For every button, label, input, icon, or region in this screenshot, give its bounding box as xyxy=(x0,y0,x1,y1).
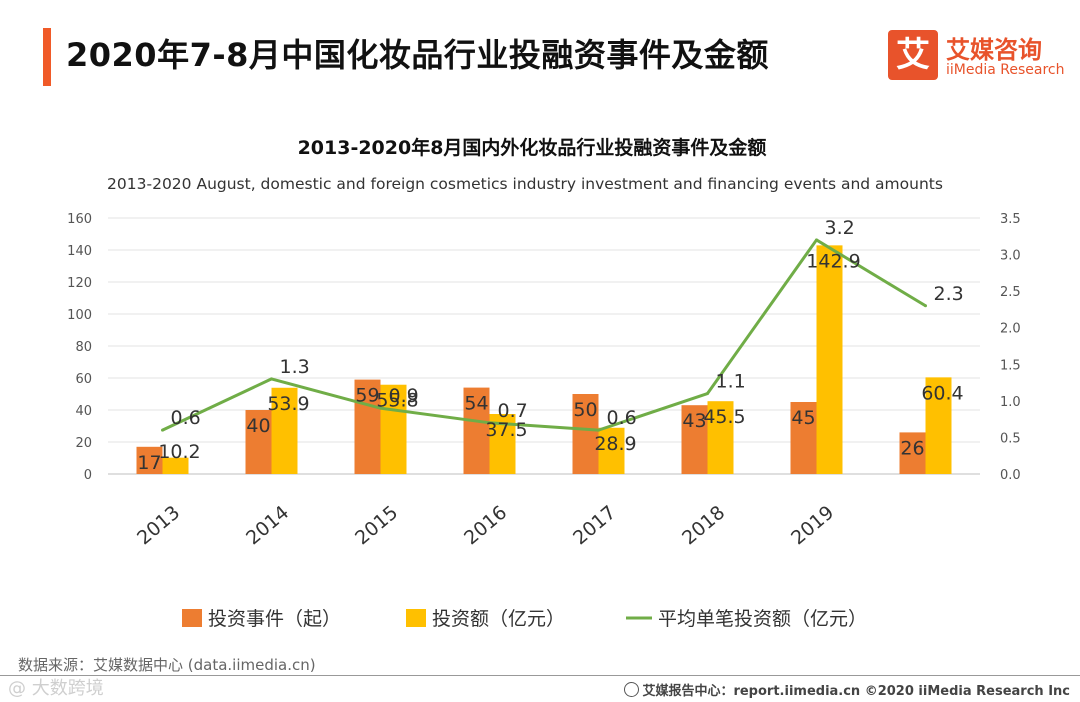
x-tick-label: 2019 xyxy=(787,501,838,549)
data-label-events: 17 xyxy=(137,452,161,474)
bar-events xyxy=(572,394,599,474)
data-label-events: 50 xyxy=(573,399,597,421)
line-avg-point xyxy=(488,421,491,425)
data-label-events: 40 xyxy=(246,415,270,437)
globe-icon xyxy=(624,682,640,697)
data-label-amount: 142.9 xyxy=(806,250,860,272)
y-left-tick-label: 20 xyxy=(75,436,92,451)
y-right-tick-label: 0.5 xyxy=(1000,431,1021,446)
line-avg-point xyxy=(815,238,818,242)
chart-subtitle: 2013-2020 August, domestic and foreign c… xyxy=(107,175,943,193)
data-label-amount: 60.4 xyxy=(921,382,963,404)
bar-amount xyxy=(162,457,189,474)
y-right-tick-label: 1.0 xyxy=(1000,395,1021,410)
investment-chart: 2013-2020年8月国内外化妆品行业投融资事件及金额 2013-2020 Au… xyxy=(67,136,1021,630)
data-label-events: 26 xyxy=(900,437,924,459)
y-right-tick-label: 3.0 xyxy=(1000,249,1021,264)
y-left-tick-label: 40 xyxy=(75,404,92,419)
data-label-amount: 37.5 xyxy=(485,419,527,441)
bar-amount xyxy=(707,401,734,474)
data-label-amount: 10.2 xyxy=(158,441,200,463)
line-avg-point xyxy=(161,428,164,432)
x-tick-label: 2017 xyxy=(569,501,620,549)
legend-amount-swatch xyxy=(406,609,426,627)
line-avg-series xyxy=(161,238,927,432)
logo-mark: 艾 xyxy=(888,30,938,80)
legend-amount-label: 投资额（亿元） xyxy=(432,608,565,630)
data-label-avg: 1.1 xyxy=(716,371,746,393)
data-label-amount: 45.5 xyxy=(703,406,745,428)
data-label-events: 54 xyxy=(464,393,488,415)
y-left-tick-label: 120 xyxy=(67,276,92,291)
logo-name-en: iiMedia Research xyxy=(946,62,1065,78)
bar-amount xyxy=(271,387,298,474)
legend-events-swatch xyxy=(182,609,202,627)
y-left-tick-label: 160 xyxy=(67,212,92,227)
line-avg-point xyxy=(270,377,273,381)
watermark: @ 大数跨境 xyxy=(8,678,104,699)
bar-events xyxy=(899,432,926,474)
x-tick-label: 2013 xyxy=(133,501,184,549)
y-left-tick-label: 140 xyxy=(67,244,92,259)
data-label-amount: 53.9 xyxy=(267,393,309,415)
bar-events xyxy=(681,405,708,474)
y-left-tick-label: 80 xyxy=(75,340,92,355)
legend-events-label: 投资事件（起） xyxy=(208,608,341,630)
x-tick-label: 2016 xyxy=(460,501,511,549)
bar-events xyxy=(790,402,817,474)
bar-events xyxy=(136,446,163,474)
legend-avg-label: 平均单笔投资额（亿元） xyxy=(658,608,867,630)
footer-divider xyxy=(0,675,1080,676)
data-label-avg: 3.2 xyxy=(825,217,855,239)
data-label-events: 45 xyxy=(791,407,815,429)
x-tick-label: 2015 xyxy=(351,501,402,549)
data-source: 数据来源：艾媒数据中心 (data.iimedia.cn) xyxy=(18,656,316,674)
bar-events xyxy=(245,410,272,474)
bar-amount xyxy=(816,245,843,474)
data-label-avg: 2.3 xyxy=(934,283,964,305)
data-label-events: 59 xyxy=(355,385,379,407)
data-label-amount: 28.9 xyxy=(594,433,636,455)
y-right-tick-label: 3.5 xyxy=(1000,212,1021,227)
bar-events xyxy=(354,379,381,474)
data-label-avg: 1.3 xyxy=(280,356,310,378)
bar-amount xyxy=(380,384,407,474)
data-label-events: 43 xyxy=(682,410,706,432)
line-avg-point xyxy=(706,392,709,396)
x-tick-label: 2014 xyxy=(242,501,293,549)
y-left-tick-label: 60 xyxy=(75,372,92,387)
y-right-tick-label: 0.0 xyxy=(1000,468,1021,483)
line-avg-point xyxy=(379,406,382,410)
y-right-tick-label: 2.5 xyxy=(1000,285,1021,300)
logo-name-cn: 艾媒咨询 xyxy=(946,36,1042,64)
brand-logo: 艾 艾媒咨询 iiMedia Research xyxy=(888,30,1068,82)
chart-title: 2013-2020年8月国内外化妆品行业投融资事件及金额 xyxy=(298,136,767,159)
bar-amount xyxy=(925,377,952,474)
line-avg-point xyxy=(924,304,927,308)
x-tick-label: 2018 xyxy=(678,501,729,549)
data-label-avg: 0.6 xyxy=(607,407,637,429)
data-label-avg: 0.6 xyxy=(171,407,201,429)
line-avg-point xyxy=(597,428,600,432)
page-title: 2020年7-8月中国化妆品行业投融资事件及金额 xyxy=(66,36,769,74)
bar-amount xyxy=(598,427,625,474)
data-label-avg: 0.7 xyxy=(498,400,528,422)
data-label-amount: 55.8 xyxy=(376,390,418,412)
title-accent-bar xyxy=(43,28,51,86)
bar-events xyxy=(463,387,490,474)
footer-copyright: 艾媒报告中心：report.iimedia.cn ©2020 iiMedia R… xyxy=(624,680,1070,699)
y-right-tick-label: 1.5 xyxy=(1000,358,1021,373)
y-left-tick-label: 0 xyxy=(84,468,92,483)
y-left-tick-label: 100 xyxy=(67,308,92,323)
data-label-avg: 0.9 xyxy=(389,385,419,407)
y-right-tick-label: 2.0 xyxy=(1000,322,1021,337)
footer-copyright-text: 艾媒报告中心：report.iimedia.cn ©2020 iiMedia R… xyxy=(642,684,1070,699)
